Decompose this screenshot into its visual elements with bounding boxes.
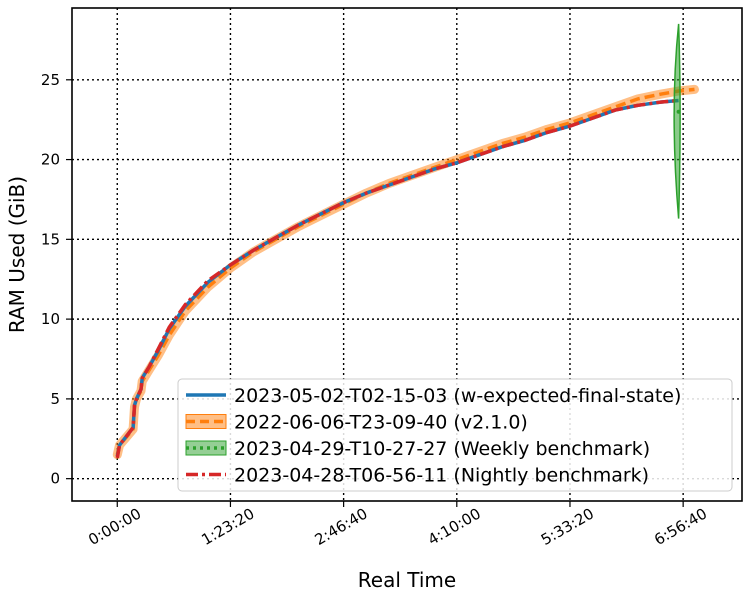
- series-nightly-line: [115, 98, 679, 459]
- y-tick-label: 10: [41, 310, 60, 328]
- y-tick-label: 15: [41, 230, 60, 248]
- y-tick-label: 20: [41, 151, 60, 169]
- axes-frame: [71, 7, 743, 502]
- plot-area: [112, 23, 699, 460]
- series-weekly-point: [676, 109, 681, 114]
- y-tick-label: 25: [41, 71, 60, 89]
- legend-label: 2023-05-02-T02-15-03 (w-expected-final-s…: [234, 385, 681, 407]
- legend-label: 2022-06-06-T23-09-40 (v2.1.0): [234, 412, 528, 434]
- y-tick-label: 5: [50, 390, 60, 408]
- legend-label: 2023-04-28-T06-56-11 (Nightly benchmark): [234, 465, 649, 487]
- series-weekly-band: [673, 23, 681, 219]
- legend-handle-weekly-band: [185, 440, 227, 456]
- legend: 2023-05-02-T02-15-03 (w-expected-final-s…: [177, 378, 733, 492]
- legend-label: 2023-04-29-T10-27-27 (Weekly benchmark): [234, 438, 650, 460]
- x-axis-label: Real Time: [358, 568, 456, 592]
- y-tick-label: 0: [50, 470, 60, 488]
- y-axis-label: RAM Used (GiB): [5, 176, 29, 333]
- legend-box: [177, 378, 733, 492]
